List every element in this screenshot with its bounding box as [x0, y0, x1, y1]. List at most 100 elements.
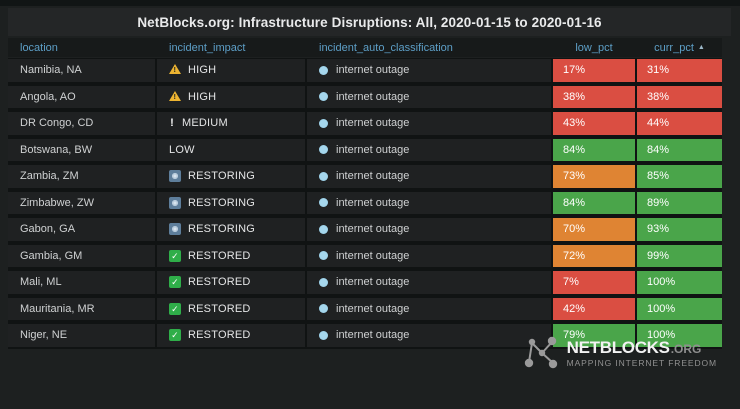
classification-label: internet outage — [336, 329, 410, 342]
incident-auto-classification-cell: internet outage — [307, 138, 551, 161]
table-header-row: location incident_impact incident_auto_c… — [8, 38, 722, 57]
curr-pct-cell: 31% — [637, 59, 722, 82]
netblocks-logo-text: NETBLOCKS .ORG MAPPING INTERNET FREEDOM — [567, 339, 717, 368]
curr-pct-value: 89% — [647, 196, 670, 209]
low-pct-cell: 17% — [553, 59, 635, 82]
outage-dot-icon — [319, 251, 328, 261]
location-label: Niger, NE — [20, 329, 68, 342]
restoring-icon — [169, 223, 181, 236]
column-header-curr-pct-label: curr_pct — [654, 41, 694, 54]
low-pct-value: 17% — [563, 64, 586, 77]
incident-auto-classification-cell: internet outage — [307, 191, 551, 214]
incident-auto-classification-cell: internet outage — [307, 271, 551, 294]
location-label: Zambia, ZM — [20, 170, 79, 183]
restoring-icon — [169, 170, 181, 183]
table-row: Zambia, ZM RESTORING internet outage 73%… — [8, 165, 722, 188]
location-cell: Niger, NE — [8, 324, 155, 347]
curr-pct-value: 44% — [647, 117, 670, 130]
low-pct-value: 73% — [563, 170, 586, 183]
curr-pct-value: 84% — [647, 143, 670, 156]
incident-impact-cell: RESTORING — [157, 191, 305, 214]
low-pct-value: 7% — [563, 276, 579, 289]
classification-label: internet outage — [336, 223, 410, 236]
incident-impact-cell: RESTORED — [157, 324, 305, 347]
table-panel: NetBlocks.org: Infrastructure Disruption… — [8, 8, 731, 349]
incident-impact-label: RESTORED — [188, 249, 251, 262]
incident-impact-label: HIGH — [188, 64, 217, 77]
brand-line: NETBLOCKS .ORG — [567, 339, 717, 356]
incident-impact-cell: MEDIUM — [157, 112, 305, 135]
location-cell: Zambia, ZM — [8, 165, 155, 188]
curr-pct-cell: 38% — [637, 85, 722, 108]
warning-triangle-icon — [169, 90, 181, 101]
incident-impact-cell: HIGH — [157, 59, 305, 82]
incident-impact-cell: HIGH — [157, 85, 305, 108]
incident-impact-label: RESTORING — [188, 170, 255, 183]
outage-dot-icon — [319, 277, 328, 287]
check-icon — [169, 276, 181, 289]
column-header-curr-pct[interactable]: curr_pct ▲ — [637, 42, 722, 54]
location-cell: DR Congo, CD — [8, 112, 155, 135]
column-header-incident-impact[interactable]: incident_impact — [169, 41, 246, 54]
location-cell: Gambia, GM — [8, 244, 155, 267]
classification-label: internet outage — [336, 196, 410, 209]
incident-impact-cell: RESTORED — [157, 297, 305, 320]
curr-pct-cell: 44% — [637, 112, 722, 135]
low-pct-cell: 73% — [553, 165, 635, 188]
low-pct-cell: 72% — [553, 244, 635, 267]
check-icon — [169, 329, 181, 342]
outage-dot-icon — [319, 224, 328, 234]
curr-pct-cell: 100% — [637, 324, 722, 347]
column-header-location[interactable]: location — [20, 41, 58, 54]
low-pct-cell: 38% — [553, 85, 635, 108]
location-label: Angola, AO — [20, 90, 76, 103]
location-label: Gabon, GA — [20, 223, 76, 236]
incident-impact-label: RESTORING — [188, 223, 255, 236]
incident-impact-label: RESTORED — [188, 302, 251, 315]
incident-auto-classification-cell: internet outage — [307, 59, 551, 82]
column-header-incident-auto-classification[interactable]: incident_auto_classification — [319, 41, 453, 54]
curr-pct-value: 93% — [647, 223, 670, 236]
location-label: DR Congo, CD — [20, 117, 94, 130]
low-pct-cell: 7% — [553, 271, 635, 294]
table-row: Zimbabwe, ZW RESTORING internet outage 8… — [8, 191, 722, 214]
incident-auto-classification-cell: internet outage — [307, 324, 551, 347]
outage-dot-icon — [319, 118, 328, 128]
curr-pct-value: 31% — [647, 64, 670, 77]
low-pct-cell: 42% — [553, 297, 635, 320]
classification-label: internet outage — [336, 117, 410, 130]
netblocks-logo: NETBLOCKS .ORG MAPPING INTERNET FREEDOM — [524, 336, 717, 370]
restoring-icon — [169, 196, 181, 209]
outage-dot-icon — [319, 145, 328, 155]
curr-pct-cell: 99% — [637, 244, 722, 267]
low-pct-cell: 84% — [553, 138, 635, 161]
incident-impact-cell: RESTORING — [157, 165, 305, 188]
low-pct-value: 84% — [563, 196, 586, 209]
location-cell: Mauritania, MR — [8, 297, 155, 320]
incident-auto-classification-cell: internet outage — [307, 85, 551, 108]
curr-pct-value: 100% — [647, 329, 676, 342]
curr-pct-cell: 84% — [637, 138, 722, 161]
netblocks-network-icon — [524, 336, 557, 369]
curr-pct-value: 85% — [647, 170, 670, 183]
classification-label: internet outage — [336, 302, 410, 315]
low-pct-value: 42% — [563, 302, 586, 315]
brand-tagline: MAPPING INTERNET FREEDOM — [566, 357, 717, 368]
curr-pct-value: 99% — [647, 249, 670, 262]
column-header-low-pct[interactable]: low_pct — [575, 41, 613, 54]
sort-ascending-icon: ▲ — [697, 44, 705, 51]
incident-impact-label: RESTORED — [188, 276, 251, 289]
location-cell: Botswana, BW — [8, 138, 155, 161]
table-row: Mauritania, MR RESTORED internet outage … — [8, 297, 722, 320]
low-pct-value: 79% — [563, 329, 586, 342]
classification-label: internet outage — [336, 64, 410, 77]
incident-auto-classification-cell: internet outage — [307, 218, 551, 241]
incident-impact-label: MEDIUM — [182, 117, 228, 130]
check-icon — [169, 249, 181, 262]
incident-impact-label: HIGH — [188, 90, 217, 103]
classification-label: internet outage — [336, 249, 410, 262]
panel-title[interactable]: NetBlocks.org: Infrastructure Disruption… — [8, 8, 731, 36]
location-label: Gambia, GM — [20, 249, 83, 262]
curr-pct-value: 100% — [647, 276, 676, 289]
outage-dot-icon — [319, 330, 328, 340]
